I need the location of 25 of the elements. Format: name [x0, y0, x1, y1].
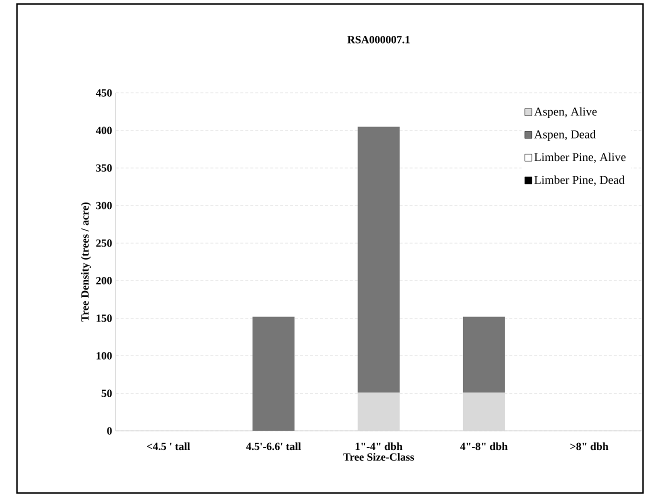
- x-tick-label: 1"-4" dbh: [356, 442, 402, 450]
- y-tick-label: 400: [96, 126, 112, 134]
- legend-label: Aspen, Dead: [534, 130, 596, 141]
- legend-label: Aspen, Alive: [534, 107, 597, 118]
- y-tick-label: 100: [96, 352, 112, 360]
- x-axis-title: Tree Size-Class: [343, 453, 414, 461]
- chart-title: RSA000007.1: [347, 36, 410, 44]
- bar: [358, 126, 400, 393]
- y-tick-label: 0: [107, 427, 112, 435]
- y-axis-title: Tree Density (trees / acre): [80, 202, 91, 322]
- y-tick-label: 150: [96, 314, 112, 322]
- x-tick-label: >8" dbh: [570, 442, 608, 450]
- y-tick-label: 250: [96, 239, 112, 247]
- x-tick-label: <4.5 ' tall: [147, 442, 190, 450]
- x-tick-label: 4.5'-6.6' tall: [246, 442, 301, 450]
- bar: [252, 316, 295, 431]
- x-tick-label: 4"-8" dbh: [460, 442, 508, 450]
- y-tick-label: 300: [96, 202, 112, 210]
- y-tick-label: 200: [96, 276, 112, 284]
- legend-label: Limber Pine, Dead: [534, 176, 625, 186]
- y-tick-label: 350: [96, 164, 112, 172]
- bar: [462, 316, 505, 393]
- y-tick-label: 50: [102, 390, 112, 398]
- y-tick-label: 450: [96, 89, 112, 97]
- legend-label: Limber Pine, Alive: [534, 152, 626, 163]
